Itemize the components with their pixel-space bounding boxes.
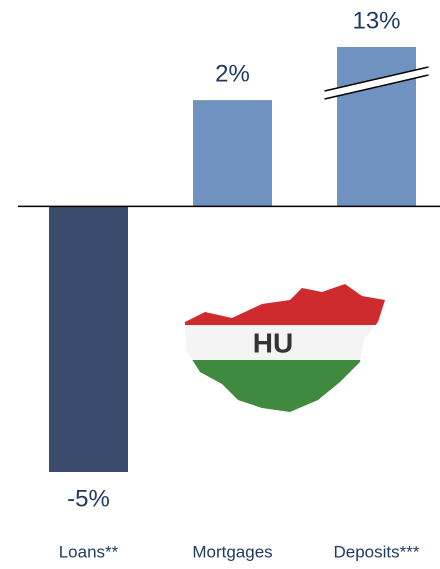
bar — [337, 47, 416, 207]
value-label: 13% — [352, 7, 400, 34]
x-tick-label: Loans** — [59, 542, 119, 561]
map-label: HU — [253, 327, 293, 358]
x-tick-label: Mortgages — [192, 542, 272, 561]
bar — [49, 206, 128, 472]
axis-break — [324, 67, 429, 99]
value-label: -5% — [67, 485, 110, 512]
value-label: 2% — [215, 60, 250, 87]
x-tick-label: Deposits*** — [334, 542, 420, 561]
break-line — [324, 74, 429, 100]
bar — [193, 100, 272, 207]
break-line — [324, 66, 429, 92]
